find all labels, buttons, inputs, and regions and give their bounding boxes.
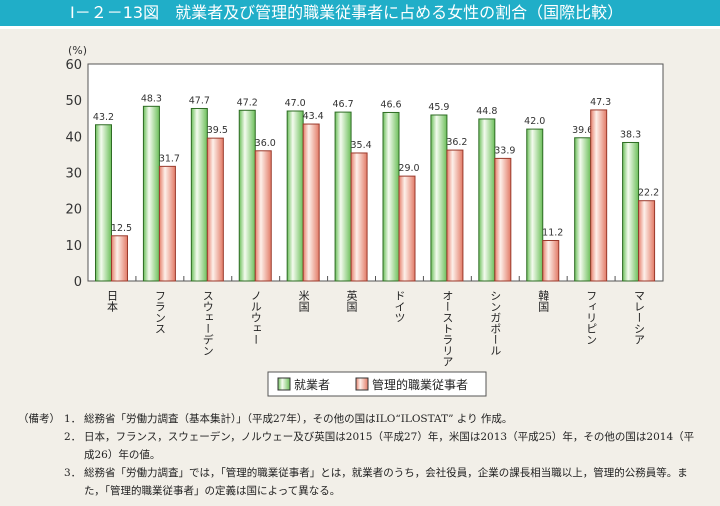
x-tick-label: 日本 (105, 290, 118, 313)
bar-managers (494, 157, 512, 282)
legend-swatch-employed (277, 377, 291, 391)
plot-area (87, 63, 664, 282)
data-label: 33.9 (494, 145, 515, 156)
x-tick-label: マレーシア (633, 290, 646, 345)
x-tick-label: 米国 (297, 290, 310, 313)
bar-employed (382, 111, 400, 282)
legend: 就業者 管理的職業従事者 (267, 371, 487, 397)
y-tick-label: 60 (65, 58, 82, 73)
bar-managers (542, 239, 560, 282)
data-label: 43.2 (93, 112, 114, 123)
data-label: 39.5 (207, 125, 228, 136)
data-label: 36.0 (255, 138, 276, 149)
bar-managers (302, 123, 320, 282)
notes: （備考） 1． 総務省「労働力調査（基本集計）」（平成27年），その他の国はILO“… (18, 410, 704, 500)
y-tick-label: 20 (65, 203, 82, 218)
x-tick-label: 韓国 (537, 290, 550, 313)
y-tick-label: 30 (65, 167, 82, 182)
legend-swatch-managers (355, 377, 369, 391)
data-label: 46.7 (333, 99, 354, 110)
data-label: 38.3 (620, 129, 641, 140)
figure-title-bar: Ⅰ－２－13図 就業者及び管理的職業従事者に占める女性の割合（国際比較） (0, 0, 720, 29)
bar-employed (142, 105, 160, 282)
note-text: 総務省「労働力調査」では，「管理的職業従事者」とは，就業者のうち，会社役員，企業… (84, 467, 688, 497)
bar-employed (430, 114, 448, 282)
data-label: 12.5 (111, 223, 132, 234)
note-number: 2． (64, 431, 82, 443)
bar-employed (286, 110, 304, 282)
bar-managers (111, 235, 128, 282)
x-tick-label: オーストラリア (441, 290, 454, 367)
data-label: 36.2 (446, 137, 467, 148)
data-label: 47.0 (285, 98, 306, 109)
bar-employed (334, 111, 352, 282)
legend-label-managers: 管理的職業従事者 (372, 377, 468, 392)
y-tick-label: 40 (65, 130, 82, 145)
bar-managers (446, 149, 464, 282)
bar-managers (590, 109, 608, 282)
x-tick-label: シンガポール (489, 290, 502, 356)
bar-employed (95, 124, 112, 282)
bar-managers (350, 152, 368, 282)
figure-title: Ⅰ－２－13図 就業者及び管理的職業従事者に占める女性の割合（国際比較） (70, 3, 624, 22)
data-label: 47.3 (590, 97, 611, 108)
y-tick-label: 0 (74, 275, 82, 290)
data-label: 43.4 (303, 111, 324, 122)
bar-employed (574, 137, 592, 282)
bar-managers (254, 150, 272, 282)
data-label: 22.2 (638, 188, 659, 199)
data-label: 11.2 (542, 227, 563, 238)
data-label: 31.7 (159, 153, 180, 164)
bar-employed (190, 107, 208, 282)
note-number: 1． (64, 413, 82, 425)
bar-chart: (%) 0 10 20 30 40 50 60 43.2 12.5 48.3 31.7 47.7 39.… (65, 44, 664, 397)
x-tick-label: フランス (153, 290, 166, 334)
bar-employed (478, 118, 496, 282)
data-label: 44.8 (476, 106, 497, 117)
bar-employed (238, 109, 256, 282)
y-tick-label: 50 (65, 94, 82, 109)
note-text: 日本，フランス，スウェーデン，ノルウェー及び英国は2015（平成27）年，米国は… (84, 431, 695, 461)
y-tick-label: 10 (65, 239, 82, 254)
x-tick-label: ドイツ (393, 290, 406, 323)
note-text: 総務省「労働力調査（基本集計）」（平成27年），その他の国はILO“ILOSTA… (84, 413, 513, 425)
note-number: 3． (64, 467, 82, 479)
legend-label-employed: 就業者 (294, 378, 330, 392)
x-tick-label: ノルウェー (249, 290, 262, 345)
data-label: 47.7 (189, 95, 210, 106)
notes-label: （備考） (18, 413, 60, 425)
data-label: 42.0 (524, 116, 545, 127)
data-label: 29.0 (398, 163, 419, 174)
data-label: 39.6 (572, 125, 593, 136)
bar-managers (398, 175, 416, 282)
x-tick-label: フィリピン (585, 290, 598, 345)
data-label: 47.2 (237, 97, 258, 108)
x-tick-label: 英国 (345, 289, 358, 313)
y-axis-unit: (%) (68, 44, 87, 57)
x-tick-label: スウェーデン (201, 290, 214, 356)
data-label: 46.6 (380, 99, 401, 110)
bar-employed (622, 141, 640, 282)
bar-managers (206, 137, 224, 282)
bar-employed (526, 128, 544, 282)
bar-managers (158, 165, 176, 282)
bar-managers (638, 200, 656, 282)
data-label: 48.3 (141, 93, 162, 104)
data-label: 35.4 (351, 140, 372, 151)
data-label: 45.9 (428, 102, 449, 113)
